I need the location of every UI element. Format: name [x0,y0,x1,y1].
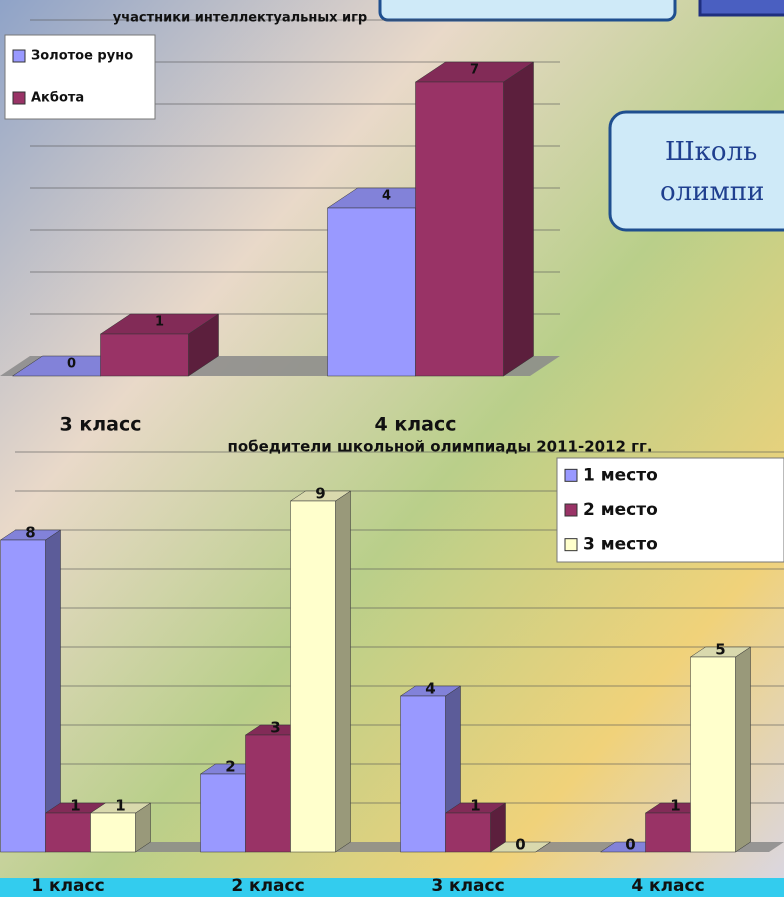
callout-top-dark [700,0,784,15]
legend-label: 3 место [583,535,658,555]
chart-title: участники интеллектуальных игр [113,11,367,26]
bar [46,813,91,852]
bar [291,501,336,852]
bar [201,774,246,852]
callout [610,112,784,230]
value-label: 8 [25,524,35,542]
legend-label: Акбота [31,91,84,106]
slide: Школь олимпи участники интеллектуальных … [0,0,784,897]
x-tick-label: 4 класс [631,876,704,896]
callout-text: олимпи [660,177,764,207]
legend-swatch [13,50,25,62]
x-tick-label: 3 класс [60,414,142,436]
value-label: 4 [425,680,435,698]
x-tick-label: 2 класс [231,876,304,896]
value-label: 1 [155,315,164,330]
legend-swatch [565,504,577,516]
bar [246,735,291,852]
callout-text: Школь [665,137,757,167]
bar [101,334,189,376]
value-label: 0 [67,357,76,372]
legend-label: 1 место [583,465,658,485]
bar-side [504,62,534,376]
x-tick-label: 1 класс [31,876,104,896]
bar [1,540,46,852]
value-label: 9 [315,485,325,503]
legend-label: Золотое руно [31,49,133,64]
value-label: 5 [715,641,725,659]
bar [401,696,446,852]
bar-side [336,491,351,852]
bar [328,208,416,376]
bar-side [736,647,751,852]
legend-label: 2 место [583,500,658,520]
value-label: 0 [625,836,635,854]
value-label: 4 [382,189,391,204]
callout-top [380,0,675,20]
value-label: 7 [470,63,479,78]
bar [646,813,691,852]
legend-swatch [565,469,577,481]
value-label: 1 [470,797,480,815]
legend-swatch [13,92,25,104]
page: {"callouts":["Школь","олимпи"], "chart_d… [0,0,784,897]
bar [446,813,491,852]
chart-title: победители школьной олимпиады 2011-2012 … [227,438,652,456]
value-label: 1 [70,797,80,815]
legend-swatch [565,539,577,551]
bar [691,657,736,852]
value-label: 2 [225,758,235,776]
bar [91,813,136,852]
value-label: 3 [270,719,280,737]
bar-side [46,530,61,852]
x-tick-label: 4 класс [375,414,457,436]
x-tick-label: 3 класс [431,876,504,896]
value-label: 1 [115,797,125,815]
bar [416,82,504,376]
value-label: 0 [515,836,525,854]
value-label: 1 [670,797,680,815]
